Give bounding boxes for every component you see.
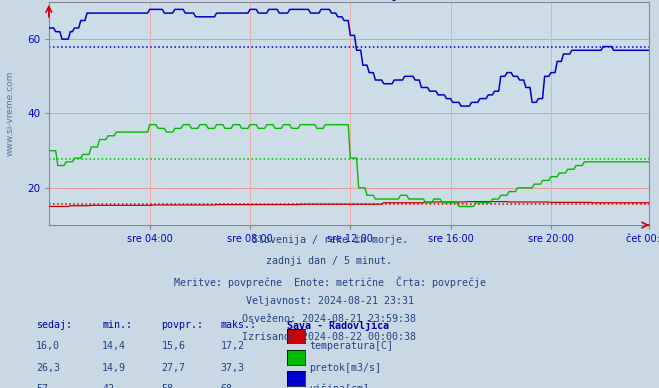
Text: min.:: min.:	[102, 320, 132, 330]
Text: 57: 57	[36, 384, 48, 388]
Text: 17,2: 17,2	[221, 341, 244, 352]
Text: 15,6: 15,6	[161, 341, 185, 352]
Text: 27,7: 27,7	[161, 363, 185, 373]
Text: temperatura[C]: temperatura[C]	[309, 341, 393, 352]
Text: 16,0: 16,0	[36, 341, 60, 352]
Text: 42: 42	[102, 384, 114, 388]
Text: www.si-vreme.com: www.si-vreme.com	[6, 71, 15, 156]
Text: Sava - Radovljica: Sava - Radovljica	[287, 320, 389, 331]
Text: zadnji dan / 5 minut.: zadnji dan / 5 minut.	[266, 256, 393, 266]
Text: 58: 58	[161, 384, 173, 388]
Text: 68: 68	[221, 384, 233, 388]
Text: pretok[m3/s]: pretok[m3/s]	[309, 363, 381, 373]
Text: 37,3: 37,3	[221, 363, 244, 373]
Text: Veljavnost: 2024-08-21 23:31: Veljavnost: 2024-08-21 23:31	[246, 296, 413, 306]
Text: Slovenija / reke in morje.: Slovenija / reke in morje.	[252, 235, 407, 245]
Text: sedaj:: sedaj:	[36, 320, 72, 330]
Text: 26,3: 26,3	[36, 363, 60, 373]
Text: Meritve: povprečne  Enote: metrične  Črta: povprečje: Meritve: povprečne Enote: metrične Črta:…	[173, 276, 486, 288]
Text: Izrisano: 2024-08-22 00:00:38: Izrisano: 2024-08-22 00:00:38	[243, 332, 416, 342]
Text: 14,9: 14,9	[102, 363, 126, 373]
Text: Osveženo: 2024-08-21 23:59:38: Osveženo: 2024-08-21 23:59:38	[243, 314, 416, 324]
Text: 14,4: 14,4	[102, 341, 126, 352]
Title: Sava - Radovljica: Sava - Radovljica	[276, 0, 422, 1]
Text: maks.:: maks.:	[221, 320, 257, 330]
Text: višina[cm]: višina[cm]	[309, 384, 369, 388]
Text: povpr.:: povpr.:	[161, 320, 204, 330]
